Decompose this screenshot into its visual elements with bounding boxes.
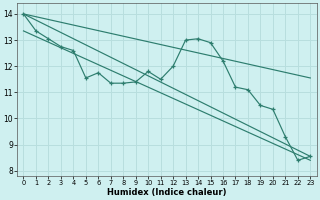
X-axis label: Humidex (Indice chaleur): Humidex (Indice chaleur) bbox=[107, 188, 227, 197]
